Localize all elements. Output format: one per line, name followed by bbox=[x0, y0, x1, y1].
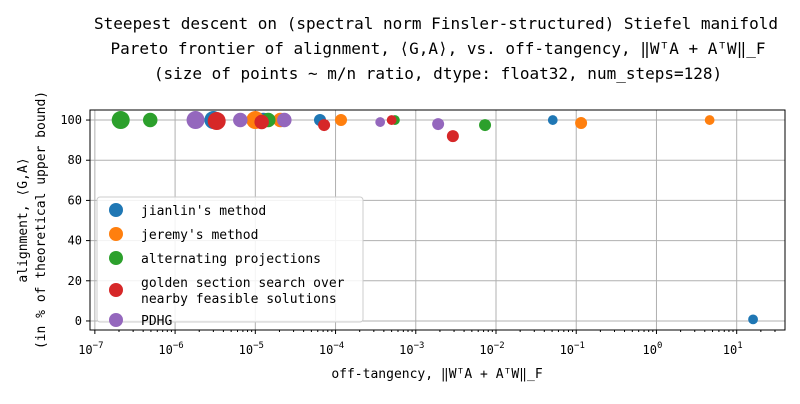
legend-label: nearby feasible solutions bbox=[141, 292, 337, 307]
y-axis-label-line-1: alignment, ⟨G,A⟩ bbox=[16, 157, 31, 282]
data-point bbox=[254, 114, 269, 130]
data-point bbox=[318, 119, 331, 132]
x-tick-label: 10−1 bbox=[560, 341, 585, 357]
x-axis-label: off-tangency, ‖WᵀA + AᵀW‖_F bbox=[331, 367, 542, 382]
data-point bbox=[547, 115, 558, 125]
legend-box bbox=[96, 196, 364, 323]
legend-marker bbox=[109, 313, 123, 327]
legend-marker bbox=[109, 203, 123, 217]
x-tick-label: 100 bbox=[643, 341, 663, 357]
y-axis-ticks: 0 20 40 60 80 100 bbox=[60, 113, 90, 328]
data-point bbox=[432, 118, 445, 131]
x-tick-label: 10−4 bbox=[319, 341, 344, 357]
data-point bbox=[704, 115, 715, 125]
data-point bbox=[111, 111, 130, 130]
data-point bbox=[446, 130, 459, 143]
legend-label: jeremy's method bbox=[141, 228, 258, 243]
chart-title-line-3: (size of points ~ m/n ratio, dtype: floa… bbox=[154, 64, 722, 83]
data-point bbox=[207, 112, 226, 131]
data-point bbox=[277, 112, 292, 128]
legend: jianlin's method jeremy's method alternati… bbox=[96, 196, 364, 329]
data-point bbox=[375, 117, 386, 127]
data-points bbox=[111, 111, 758, 325]
data-point bbox=[335, 114, 348, 127]
y-tick-label: 60 bbox=[68, 193, 82, 207]
y-tick-label: 100 bbox=[60, 113, 82, 127]
legend-label: jianlin's method bbox=[141, 204, 266, 219]
x-tick-label: 101 bbox=[723, 341, 743, 357]
y-tick-label: 0 bbox=[75, 314, 82, 328]
legend-marker bbox=[109, 251, 123, 265]
data-point bbox=[386, 115, 397, 125]
chart-title-line-1: Steepest descent on (spectral norm Finsl… bbox=[94, 14, 778, 33]
data-point bbox=[142, 112, 158, 128]
y-tick-label: 20 bbox=[68, 274, 82, 288]
legend-marker bbox=[109, 227, 123, 241]
data-point bbox=[575, 117, 588, 130]
data-point bbox=[186, 111, 205, 130]
x-tick-label: 10−7 bbox=[78, 341, 103, 357]
data-point bbox=[479, 119, 492, 132]
y-axis-label-line-2: (in % of theoretical upper bound) bbox=[34, 91, 49, 349]
y-tick-label: 80 bbox=[68, 153, 82, 167]
plot-frame bbox=[89, 109, 786, 331]
legend-label: alternating projections bbox=[141, 252, 321, 267]
data-point bbox=[233, 112, 248, 128]
chart-title-line-2: Pareto frontier of alignment, ⟨G,A⟩, vs.… bbox=[110, 39, 765, 58]
x-tick-label: 10−2 bbox=[479, 341, 504, 357]
legend-marker bbox=[109, 283, 123, 297]
x-tick-label: 10−6 bbox=[158, 341, 183, 357]
data-point bbox=[748, 314, 758, 325]
x-axis-ticks: 10−7 10−6 10−5 10−4 10−3 10−2 10−1 100 101 bbox=[78, 330, 776, 357]
y-tick-label: 40 bbox=[68, 234, 82, 248]
legend-label: golden section search over bbox=[141, 276, 345, 291]
x-tick-label: 10−3 bbox=[399, 341, 424, 357]
legend-label: PDHG bbox=[141, 314, 172, 329]
x-tick-label: 10−5 bbox=[239, 341, 264, 357]
